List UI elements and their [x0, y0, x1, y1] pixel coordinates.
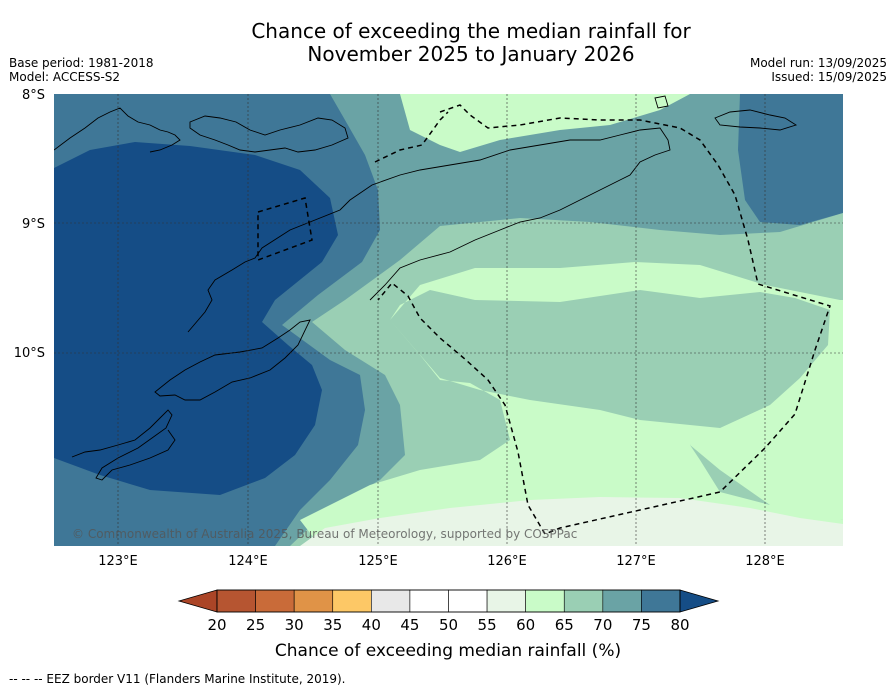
- lat-label-9S: 9°S: [22, 217, 45, 232]
- colorbar-segment: [448, 589, 488, 613]
- meta-left: Base period: 1981-2018 Model: ACCESS-S2: [9, 56, 154, 84]
- colorbar-tick-label: 45: [400, 616, 419, 634]
- colorbar-frame: [216, 589, 681, 613]
- map-title: Chance of exceeding the median rainfall …: [0, 20, 896, 66]
- colorbar-segment: [486, 589, 526, 613]
- copyright-notice: © Commonwealth of Australia 2025, Bureau…: [72, 527, 577, 541]
- lat-label-8S: 8°S: [22, 88, 45, 103]
- colorbar-tick-label: 65: [555, 616, 574, 634]
- probability-map: [54, 94, 843, 546]
- coastline-small-island: [654, 95, 669, 109]
- meta-right: Model run: 13/09/2025 Issued: 15/09/2025: [750, 56, 887, 84]
- model-run: Model run: 13/09/2025: [749, 56, 887, 70]
- colorbar-tick-label: 20: [207, 616, 226, 634]
- lon-label-125E: 125°E: [358, 554, 398, 569]
- coastline-timor: [71, 409, 176, 481]
- colorbar-segment: [563, 589, 604, 613]
- colorbar-tick-label: 55: [478, 616, 497, 634]
- lon-label-126E: 126°E: [487, 554, 527, 569]
- coastline-islands-north: [54, 107, 349, 153]
- colorbar-tick-label: 25: [246, 616, 265, 634]
- colorbar-tick-label: 70: [593, 616, 612, 634]
- colorbar-segment: [525, 589, 565, 613]
- lat-label-10S: 10°S: [14, 346, 45, 361]
- coastline-alor: [154, 319, 311, 401]
- lon-label-127E: 127°E: [616, 554, 656, 569]
- lon-label-123E: 123°E: [98, 554, 138, 569]
- base-period: Base period: 1981-2018: [9, 56, 154, 70]
- colorbar-segment: [216, 589, 256, 613]
- colorbar-tick-label: 80: [670, 616, 689, 634]
- colorbar-segment: [332, 589, 372, 613]
- title-line-2: November 2025 to January 2026: [307, 42, 635, 66]
- zone-60-65-top: [400, 94, 690, 152]
- eez-border: [257, 104, 831, 535]
- colorbar-segment: [602, 589, 642, 613]
- colorbar-segment: [371, 589, 411, 613]
- colorbar-arrow-high: [679, 589, 720, 613]
- colorbar-segment: [255, 589, 295, 613]
- coastline-wetar: [187, 127, 671, 333]
- colorbar: 20 25 30 35 40 45 50 55 60 65 70 75 80: [177, 589, 720, 634]
- model-name: Model: ACCESS-S2: [9, 70, 121, 84]
- colorbar-arrow-low: [177, 589, 218, 613]
- zone-60-65: [300, 262, 843, 546]
- colorbar-label: Chance of exceeding median rainfall (%): [274, 641, 622, 661]
- lon-label-124E: 124°E: [228, 554, 268, 569]
- zone-80-plus: [54, 142, 338, 495]
- colorbar-tick-label: 60: [516, 616, 535, 634]
- title-line-1: Chance of exceeding the median rainfall …: [251, 19, 691, 43]
- colorbar-tick-label: 75: [632, 616, 651, 634]
- eez-footnote: -- -- -- EEZ border V11 (Flanders Marine…: [9, 672, 346, 686]
- coastline-east-islands: [714, 109, 798, 131]
- issued-date: Issued: 15/09/2025: [771, 70, 887, 84]
- colorbar-tick-label: 40: [362, 616, 381, 634]
- colorbar-segment: [293, 589, 334, 613]
- coastlines: [54, 95, 798, 481]
- gridlines: [54, 94, 843, 546]
- lon-label-128E: 128°E: [745, 554, 785, 569]
- colorbar-tick-label: 50: [439, 616, 458, 634]
- colorbar-segment: [641, 589, 681, 613]
- colorbar-tick-label: 35: [323, 616, 342, 634]
- zone-75-80-east: [738, 94, 843, 225]
- colorbar-segment: [409, 589, 449, 613]
- colorbar-tick-label: 30: [285, 616, 304, 634]
- zone-55-60: [300, 497, 843, 546]
